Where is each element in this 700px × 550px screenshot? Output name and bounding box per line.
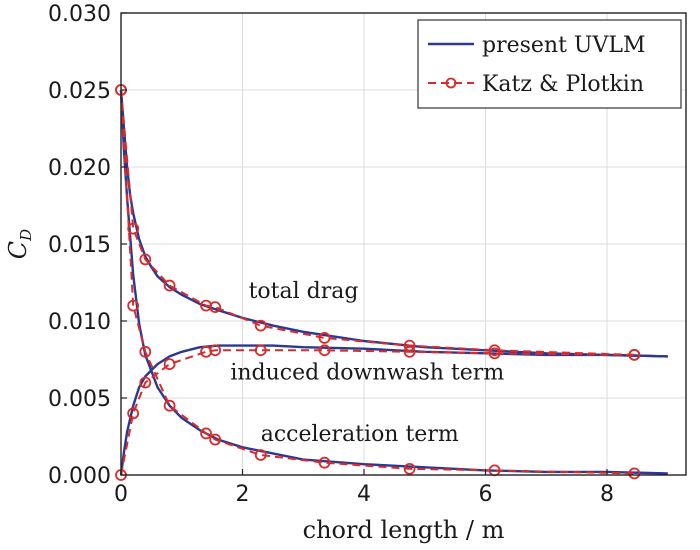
- katz-plotkin-marker: [403, 345, 416, 358]
- y-tick-label: 0.020: [48, 156, 111, 181]
- annotations: total drag induced downwash term accelerat…: [230, 279, 504, 447]
- x-tick-label: 0: [114, 482, 128, 507]
- katz-plotkin-marker: [139, 345, 152, 358]
- present-uvlm-line: [119, 89, 668, 475]
- katz-plotkin-marker: [163, 358, 176, 371]
- annotation: induced downwash term: [230, 361, 504, 386]
- legend-box: [417, 19, 682, 109]
- katz-plotkin-marker: [209, 344, 222, 357]
- y-axis-title: CD: [4, 229, 35, 259]
- y-tick-label: 0.030: [48, 2, 111, 27]
- y-tick-label: 0.010: [48, 310, 111, 335]
- x-tick-label: 8: [600, 482, 614, 507]
- katz-plotkin-marker: [209, 433, 222, 446]
- katz-plotkin-marker: [254, 344, 267, 357]
- katz-plotkin-marker: [403, 339, 416, 352]
- katz-plotkin-marker: [628, 348, 641, 361]
- katz-plotkin-line: [120, 89, 635, 356]
- y-axis-title-main: C: [4, 241, 32, 259]
- annotation: acceleration term: [261, 422, 459, 447]
- ticks: 0 2 4 6 8 0.000 0.005 0.010 0.015 0.020 0.025 0.030: [48, 2, 614, 507]
- y-tick-label: 0.000: [48, 464, 111, 489]
- katz-plotkin-marker: [163, 399, 176, 412]
- y-tick-label: 0.025: [48, 79, 111, 104]
- katz-plotkin-marker: [318, 332, 331, 344]
- legend-label-katz-plotkin: Katz & Plotkin: [482, 72, 644, 97]
- katz-plotkin-marker: [254, 319, 267, 332]
- series-0: [119, 89, 668, 358]
- katz-plotkin-marker: [127, 299, 140, 312]
- y-tick-label: 0.015: [48, 233, 111, 258]
- legend-marker-katz-plotkin: [445, 77, 457, 89]
- katz-plotkin-marker: [127, 407, 140, 420]
- katz-plotkin-marker: [163, 279, 176, 292]
- y-tick-label: 0.005: [48, 387, 111, 412]
- legend-label-present-uvlm: present UVLM: [482, 33, 646, 58]
- legend: present UVLM Katz & Plotkin: [417, 19, 682, 109]
- katz-plotkin-marker: [200, 427, 212, 440]
- katz-plotkin-marker: [139, 376, 152, 389]
- katz-plotkin-marker: [209, 301, 222, 314]
- x-axis-title: chord length / m: [303, 516, 505, 544]
- katz-plotkin-marker: [318, 456, 331, 469]
- y-axis-title-subscript: D: [17, 229, 35, 242]
- katz-plotkin-marker: [139, 253, 152, 266]
- x-tick-label: 6: [479, 482, 493, 507]
- katz-plotkin-line: [120, 349, 635, 476]
- katz-plotkin-marker: [318, 344, 331, 357]
- series-2: [119, 89, 668, 475]
- present-uvlm-line: [119, 89, 668, 358]
- annotation: total drag: [249, 279, 359, 304]
- x-tick-label: 4: [357, 482, 371, 507]
- series-3: [115, 84, 641, 361]
- katz-plotkin-marker: [254, 449, 267, 461]
- series-layer: [115, 84, 668, 481]
- katz-plotkin-marker: [628, 467, 641, 480]
- katz-plotkin-line: [120, 89, 635, 475]
- series-5: [115, 84, 641, 480]
- x-tick-label: 2: [236, 482, 250, 507]
- katz-plotkin-marker: [127, 222, 140, 235]
- katz-plotkin-marker: [488, 347, 501, 360]
- katz-plotkin-marker: [403, 462, 416, 475]
